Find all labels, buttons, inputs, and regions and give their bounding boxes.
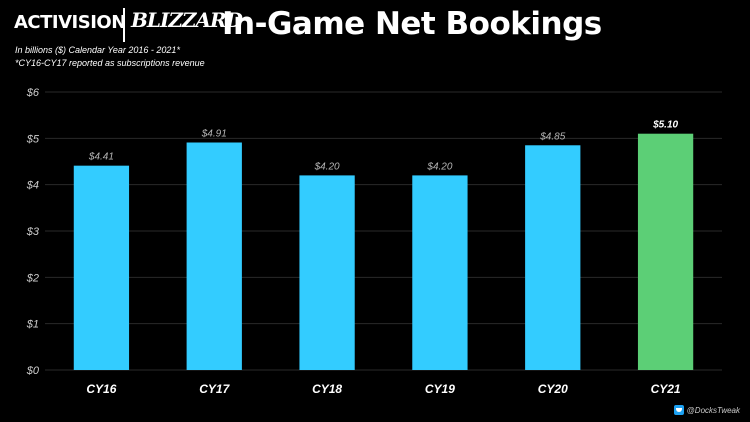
x-tick-label: CY16	[86, 382, 116, 396]
bar	[299, 175, 355, 370]
data-label: $4.85	[539, 131, 565, 142]
y-tick-label: $6	[26, 87, 40, 99]
x-tick-label: CY21	[651, 382, 681, 396]
y-tick-label: $5	[26, 133, 40, 145]
data-label: $4.20	[314, 161, 340, 172]
twitter-handle-text: @DocksTweak	[686, 405, 740, 415]
y-tick-label: $0	[26, 365, 40, 377]
twitter-icon	[673, 405, 684, 415]
data-label: $4.20	[426, 161, 452, 172]
bar	[525, 145, 581, 370]
chart-title: In-Game Net Bookings	[222, 6, 602, 42]
bar	[186, 142, 242, 370]
data-label: $5.10	[652, 120, 678, 131]
chart-footnote: *CY16-CY17 reported as subscriptions rev…	[15, 58, 205, 68]
data-label: $4.41	[88, 152, 114, 163]
y-tick-label: $3	[26, 226, 40, 238]
x-tick-label: CY19	[425, 382, 455, 396]
logo-divider	[123, 8, 125, 42]
activision-logo: ACTIVISION	[14, 12, 126, 33]
x-tick-label: CY17	[199, 382, 230, 396]
y-tick-label: $4	[26, 180, 39, 192]
x-tick-label: CY18	[312, 382, 342, 396]
header: ACTIVISION BLIZZARD In-Game Net Bookings…	[0, 0, 750, 75]
y-tick-label: $1	[26, 319, 39, 331]
bar	[412, 175, 468, 370]
data-label: $4.91	[201, 129, 227, 140]
y-tick-label: $2	[26, 272, 39, 284]
chart-subtitle: In billions ($) Calendar Year 2016 - 202…	[15, 45, 180, 55]
bar	[637, 133, 694, 370]
x-tick-label: CY20	[538, 382, 568, 396]
bar	[73, 165, 130, 370]
twitter-handle: @DocksTweak	[673, 405, 740, 415]
blizzard-logo: BLIZZARD	[131, 8, 243, 32]
